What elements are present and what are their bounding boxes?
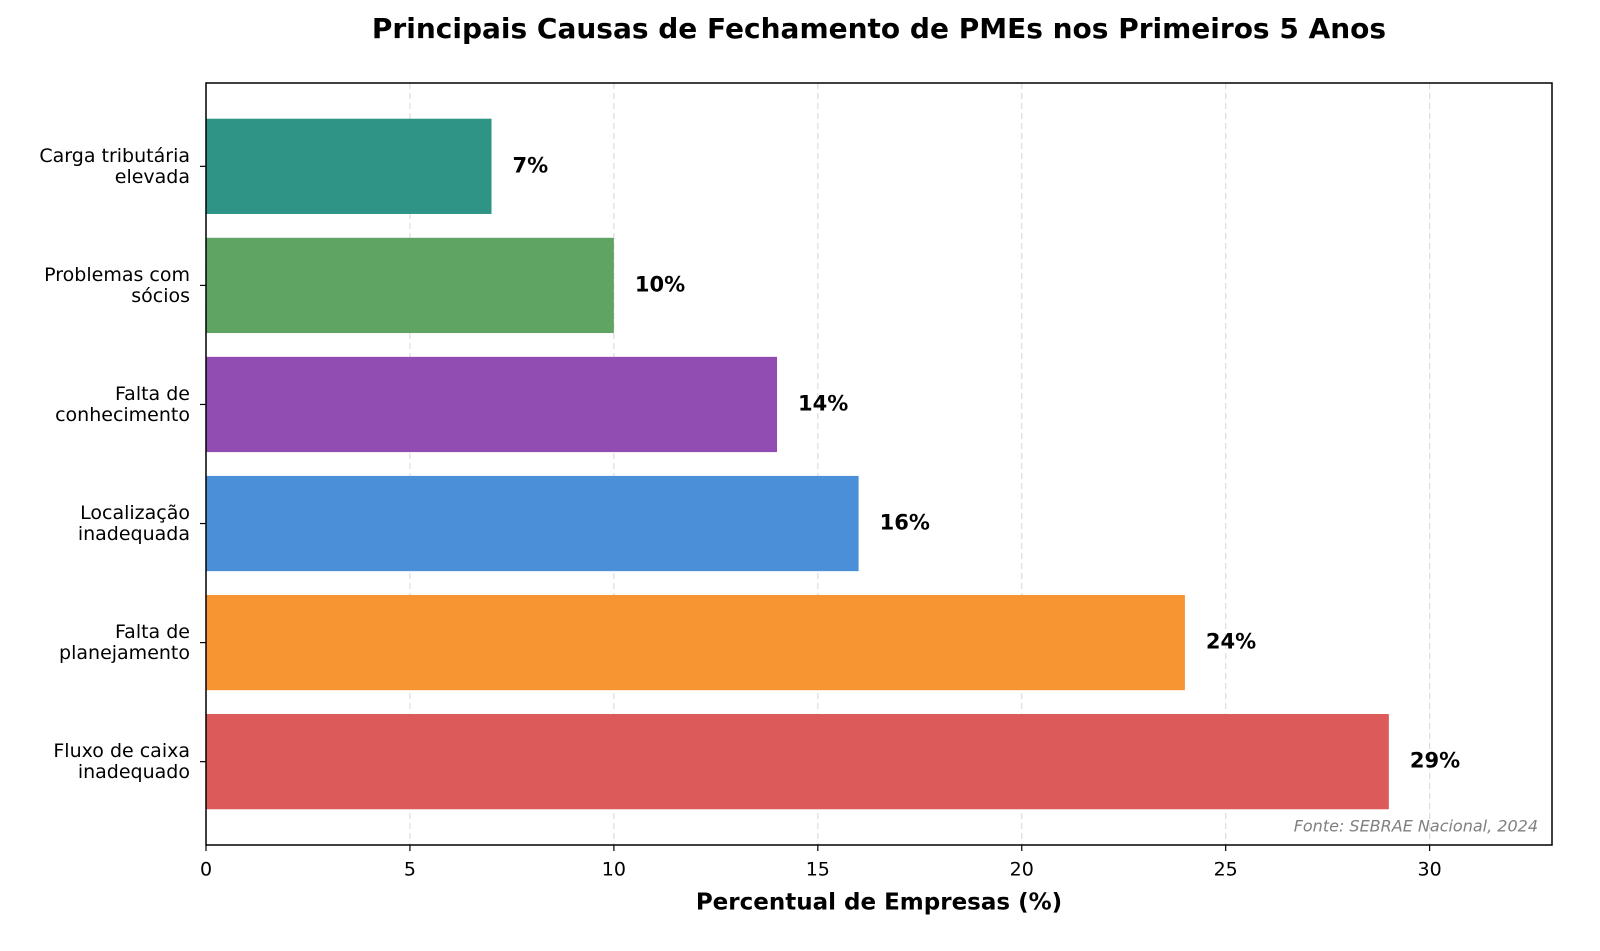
data-label: 16% — [880, 511, 930, 535]
chart-title: Principais Causas de Fechamento de PMEs … — [372, 12, 1386, 45]
x-tick-label: 10 — [602, 859, 626, 881]
x-tick-label: 25 — [1214, 859, 1238, 881]
bar — [206, 594, 1185, 691]
y-tick-label: Falta de planejamento — [59, 621, 190, 664]
x-tick-label: 5 — [404, 859, 416, 881]
bar — [206, 237, 614, 334]
plot-frame — [205, 82, 1553, 846]
x-tick-label: 20 — [1010, 859, 1034, 881]
bar — [206, 356, 778, 453]
data-label: 14% — [798, 391, 848, 415]
data-label: 24% — [1206, 630, 1256, 654]
bar — [206, 118, 492, 214]
data-label: 29% — [1410, 749, 1460, 773]
x-tick-label: 0 — [200, 859, 212, 881]
bar — [206, 475, 859, 572]
data-label: 7% — [513, 153, 549, 177]
x-tick-label: 15 — [806, 859, 830, 881]
x-axis-label: Percentual de Empresas (%) — [696, 890, 1062, 916]
y-tick-label: Localização inadequada — [78, 502, 190, 545]
y-tick-label: Falta de conhecimento — [55, 383, 190, 426]
annotation: Fonte: SEBRAE Nacional, 2024 — [1294, 817, 1538, 836]
x-tick-label: 30 — [1418, 859, 1442, 881]
y-tick-label: Carga tributária elevada — [39, 144, 190, 187]
y-tick-label: Problemas com sócios — [44, 263, 190, 306]
y-tick-label: Fluxo de caixa inadequado — [53, 740, 190, 783]
data-label: 10% — [635, 272, 685, 296]
bar — [206, 714, 1389, 810]
